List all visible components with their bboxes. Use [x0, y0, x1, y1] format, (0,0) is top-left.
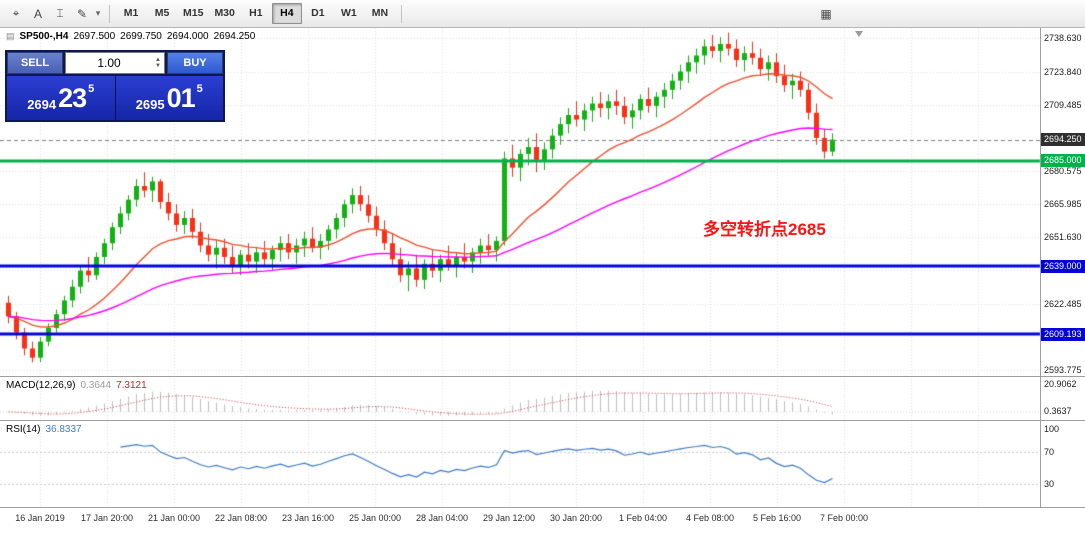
- rsi-name: RSI(14): [6, 424, 41, 435]
- toolbar-separator: [400, 4, 402, 23]
- timeframe-group: M1 M5 M15 M30 H1 H4 D1 W1 MN: [116, 3, 395, 24]
- volume-up-icon[interactable]: ▲: [155, 57, 161, 63]
- price-axis-label: 2723.840: [1044, 66, 1082, 77]
- price-axis-label: 2622.485: [1044, 298, 1082, 309]
- macd-axis-label: 20.9062: [1044, 378, 1077, 389]
- pane-separator: [0, 507, 1085, 508]
- bid-sup: 5: [88, 83, 95, 95]
- volume-spinner: ▲ ▼: [152, 57, 164, 69]
- rsi-axis-label: 100: [1044, 423, 1060, 434]
- sell-button[interactable]: SELL: [7, 52, 63, 74]
- price-axis-label: 2709.485: [1044, 99, 1082, 110]
- bid-big: 23: [58, 82, 87, 113]
- one-click-trading-panel: SELL ▲ ▼ BUY 2694 23 5 2695 01 5: [5, 50, 225, 122]
- volume-input[interactable]: [66, 55, 152, 71]
- price-axis-label: 2593.775: [1044, 364, 1082, 375]
- macd-title: MACD(12,26,9) 0.3644 7.3121: [6, 380, 147, 391]
- date-label: 16 Jan 2019: [15, 513, 65, 523]
- date-label: 28 Jan 04:00: [415, 513, 469, 523]
- buy-button[interactable]: BUY: [167, 52, 223, 74]
- price-axis-label: 2680.575: [1044, 165, 1082, 176]
- high-value: 2699.750: [120, 31, 162, 42]
- rsi-title: RSI(14) 36.8337: [6, 424, 82, 435]
- pane-separator[interactable]: [0, 420, 1085, 421]
- volume-box: ▲ ▼: [65, 52, 165, 74]
- text-tool-icon[interactable]: A: [33, 6, 42, 21]
- chart-shift-marker[interactable]: [855, 31, 863, 37]
- tile-windows-icon[interactable]: ▦: [820, 7, 832, 21]
- timeframe-d1[interactable]: D1: [311, 7, 325, 19]
- ask-sup: 5: [196, 83, 203, 95]
- close-value: 2694.250: [213, 31, 256, 42]
- ask-price[interactable]: 2695 01 5: [115, 76, 223, 120]
- rsi-value: 36.8337: [45, 424, 82, 435]
- bid-main: 2694: [27, 97, 57, 112]
- rsi-axis-label: 30: [1044, 478, 1055, 489]
- toolbar-separator: [109, 4, 110, 23]
- timeframe-m5[interactable]: M5: [154, 7, 170, 19]
- draw-tool-icon[interactable]: ✎: [76, 6, 88, 21]
- annotation-text[interactable]: 多空转折点2685: [703, 220, 826, 239]
- price-tag: 2685.000: [1041, 154, 1085, 168]
- timeframe-mn[interactable]: MN: [371, 7, 389, 19]
- price-axis-label: 2651.630: [1044, 232, 1082, 243]
- date-label: 5 Feb 16:00: [752, 513, 802, 523]
- date-label: 22 Jan 08:00: [214, 513, 268, 523]
- price-axis-line[interactable]: [1040, 28, 1041, 508]
- date-label: 29 Jan 12:00: [482, 513, 536, 523]
- bid-price[interactable]: 2694 23 5: [7, 76, 116, 120]
- date-label: 23 Jan 16:00: [281, 513, 335, 523]
- date-label: 1 Feb 04:00: [618, 513, 668, 523]
- price-axis-label: 2665.985: [1044, 199, 1082, 210]
- ask-big: 01: [166, 82, 196, 113]
- cursor-tool-icon[interactable]: ⌖: [12, 6, 20, 20]
- date-label: 17 Jan 20:00: [80, 513, 134, 523]
- price-axis-label: 2738.630: [1044, 33, 1082, 43]
- price-tag: 2694.250: [1041, 133, 1085, 147]
- timeframe-m30[interactable]: M30: [214, 7, 235, 19]
- macd-main-value: 0.3644: [80, 380, 112, 391]
- chart-icon: ▤: [6, 31, 15, 41]
- date-label: 25 Jan 00:00: [348, 513, 402, 523]
- chart-title: ▤ SP500-,H4 2697.500 2699.750 2694.000 2…: [6, 31, 255, 42]
- date-label: 4 Feb 08:00: [685, 513, 735, 523]
- date-label: 30 Jan 20:00: [549, 513, 603, 523]
- rsi-axis-label: 70: [1044, 447, 1055, 458]
- volume-down-icon[interactable]: ▼: [155, 63, 161, 69]
- low-value: 2694.000: [166, 31, 209, 42]
- dropdown-caret-icon[interactable]: ▾: [95, 8, 101, 18]
- toolbar: ⌖ A ⌶ ✎ ▾ M1 M5 M15 M30 H1 H4 D1 W1 MN ▦: [0, 0, 1085, 28]
- macd-axis-label: 0.3637: [1044, 406, 1072, 417]
- macd-signal-value: 7.3121: [116, 380, 147, 391]
- symbol-label: SP500-,H4: [19, 31, 69, 42]
- pane-separator[interactable]: [0, 376, 1085, 377]
- date-label: 21 Jan 00:00: [147, 513, 201, 523]
- timeframe-h1[interactable]: H1: [249, 7, 263, 19]
- timeframe-m1[interactable]: M1: [123, 7, 139, 19]
- price-tag: 2639.000: [1041, 259, 1085, 273]
- macd-name: MACD(12,26,9): [6, 380, 76, 391]
- open-value: 2697.500: [73, 31, 116, 42]
- timeframe-w1[interactable]: W1: [341, 7, 357, 19]
- ask-main: 2695: [135, 97, 165, 112]
- tool-icon-group: ⌖ A ⌶ ✎ ▾: [5, 4, 103, 24]
- timeframe-h4[interactable]: H4: [271, 3, 302, 24]
- date-label: 7 Feb 00:00: [819, 513, 869, 523]
- price-tag: 2609.193: [1041, 327, 1085, 341]
- ibeam-tool-icon[interactable]: ⌶: [56, 6, 64, 20]
- timeframe-m15[interactable]: M15: [183, 7, 204, 19]
